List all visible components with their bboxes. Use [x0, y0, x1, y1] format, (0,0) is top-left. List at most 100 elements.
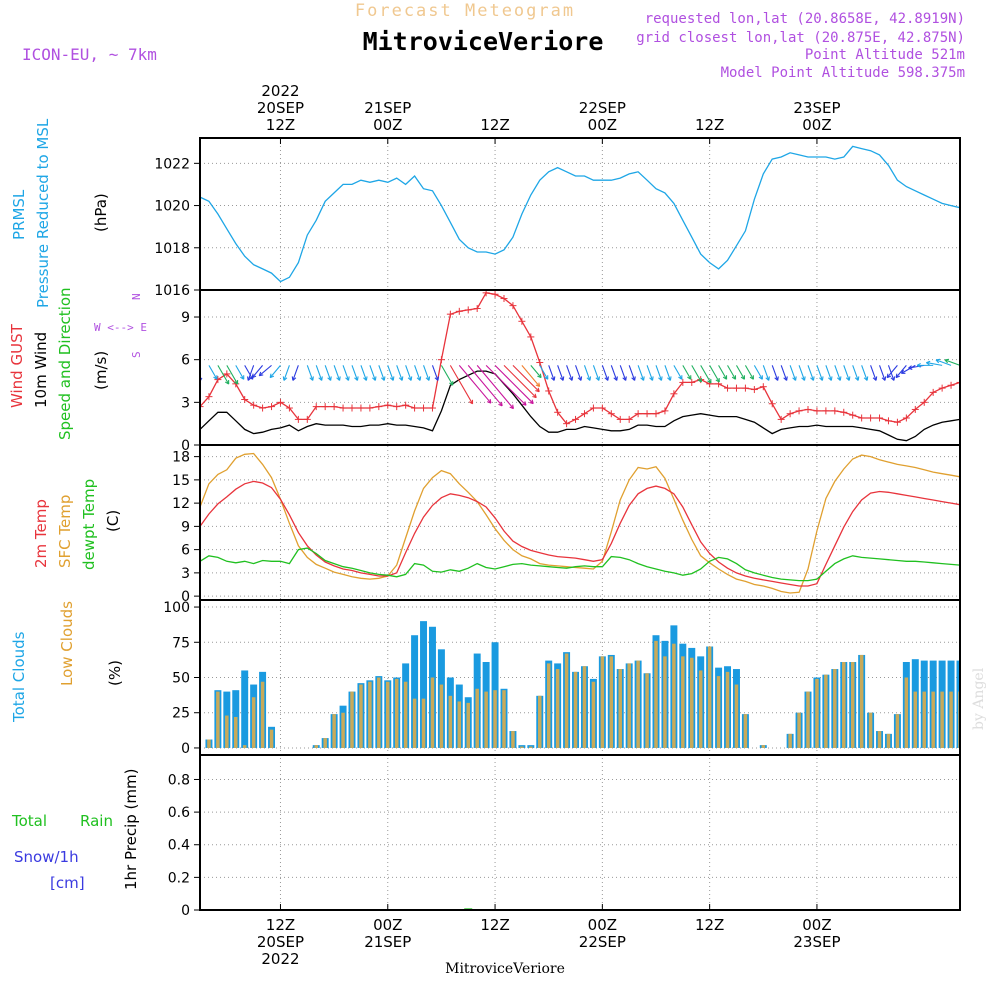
- wind-arrow-shaft: [431, 365, 439, 381]
- temp-label-2: SFC Temp: [56, 495, 74, 568]
- cloud-label-2: Low Clouds: [58, 601, 76, 686]
- wind-arrow: [557, 365, 565, 381]
- precip-label-axis: 1hr Precip (mm): [122, 769, 140, 890]
- wind-arrow-head: [538, 382, 541, 387]
- wind-arrow-head: [836, 377, 841, 381]
- gust-marker: [822, 407, 830, 415]
- wind-arrow-head: [559, 377, 564, 381]
- wind-arrow-head: [410, 376, 413, 381]
- gust-marker: [616, 415, 624, 423]
- wind-arrow-shaft: [691, 365, 702, 383]
- low-cloud-bar: [493, 690, 497, 748]
- wind-arrow-head: [374, 376, 377, 381]
- wind-arrow-shaft: [592, 365, 600, 381]
- wind-arrow: [342, 365, 350, 381]
- wind-arrow-shaft: [935, 359, 952, 366]
- compass-n: N: [130, 293, 143, 300]
- low-cloud-bar: [761, 745, 766, 748]
- wind-arrow-head: [345, 377, 349, 381]
- wind-arrow: [315, 365, 323, 381]
- wind-arrow-head: [371, 377, 376, 381]
- wind-arrow: [843, 365, 851, 381]
- time-label-top: 20SEP: [257, 99, 304, 117]
- pressure-label-3: (hPa): [92, 193, 110, 232]
- wind-arrow-shaft: [575, 365, 582, 381]
- low-cloud-bar: [877, 731, 882, 748]
- wind-arrow-head: [283, 377, 288, 381]
- low-cloud-bar: [448, 695, 453, 748]
- gust-marker: [688, 378, 696, 386]
- wind-arrow-shaft: [342, 365, 350, 381]
- wind-arrow: [610, 365, 618, 381]
- precip-label-cm: [cm]: [50, 874, 85, 892]
- wind-arrow-head: [586, 377, 591, 381]
- low-cloud-bar: [529, 746, 533, 748]
- wind-arrow: [718, 365, 728, 380]
- low-cloud-bar: [225, 715, 229, 748]
- wind-arrow-head: [529, 401, 534, 405]
- wind-arrow-shaft: [226, 365, 239, 385]
- wind-arrow-head: [224, 381, 229, 385]
- wind-arrow-shaft: [646, 365, 654, 381]
- wind-arrow: [414, 365, 422, 381]
- wind-arrow: [467, 365, 503, 407]
- low-cloud-bar: [895, 714, 900, 748]
- gust-marker: [294, 415, 302, 423]
- wind-arrow-head: [577, 377, 582, 381]
- wind-arrow-shaft: [816, 365, 823, 381]
- total-cloud-bar: [527, 745, 535, 748]
- low-cloud-bar: [269, 729, 274, 748]
- gust-marker: [509, 302, 517, 310]
- low-cloud-bar: [609, 656, 614, 748]
- gust-marker: [223, 370, 231, 378]
- pressure-line: [200, 145, 960, 283]
- wind-arrow-head: [830, 376, 833, 381]
- low-cloud-bar: [207, 739, 211, 748]
- wind-arrow-shaft: [601, 365, 609, 381]
- wind-arrow-head: [926, 360, 931, 364]
- wind-arrow: [251, 365, 264, 379]
- wind-arrow: [431, 365, 440, 381]
- low-cloud-bar: [260, 681, 265, 748]
- low-cloud-bar: [850, 662, 855, 748]
- gust-marker: [303, 415, 311, 423]
- low-cloud-bar: [681, 656, 685, 748]
- gust-marker: [876, 414, 884, 422]
- gust-marker: [402, 401, 410, 409]
- wind-arrow-head: [866, 376, 869, 381]
- pressure-tick-label: 1018: [154, 241, 190, 257]
- low-cloud-bar: [672, 643, 676, 748]
- time-label-bottom: 12Z: [480, 916, 509, 934]
- cloud-label-3: (%): [106, 660, 124, 686]
- wind-arrow-head: [580, 376, 583, 381]
- wind-arrow: [324, 365, 332, 381]
- low-cloud-bar: [904, 677, 909, 748]
- wind-arrow: [247, 365, 255, 381]
- wind-tick-label: 6: [181, 353, 190, 369]
- wind-arrow: [886, 365, 898, 379]
- wind-arrow: [226, 365, 239, 385]
- wind-arrow-head: [640, 377, 644, 381]
- gust-marker: [420, 404, 428, 412]
- wind-arrow-head: [498, 403, 503, 407]
- wind-arrow-shaft: [440, 365, 454, 386]
- low-cloud-bar: [332, 714, 336, 748]
- wind-arrow-head: [935, 358, 941, 361]
- wind-arrow: [258, 364, 272, 377]
- wind-arrow-head: [251, 373, 254, 378]
- gust-marker: [652, 410, 660, 418]
- gust-marker: [214, 376, 222, 384]
- wind-arrow: [539, 365, 549, 380]
- wind-arrow-shaft: [283, 365, 290, 381]
- wind-arrow-head: [292, 377, 297, 381]
- gust-marker: [634, 410, 642, 418]
- wind-arrow: [861, 365, 869, 381]
- low-cloud-bar: [654, 640, 658, 748]
- gust-marker: [867, 414, 875, 422]
- total-cloud-bar: [241, 670, 249, 748]
- wind-arrow-head: [740, 376, 745, 380]
- gust-marker: [536, 359, 544, 367]
- wind-arrow: [771, 365, 779, 381]
- wind-arrow-head: [777, 376, 779, 381]
- time-label-bottom: 2022: [261, 950, 299, 968]
